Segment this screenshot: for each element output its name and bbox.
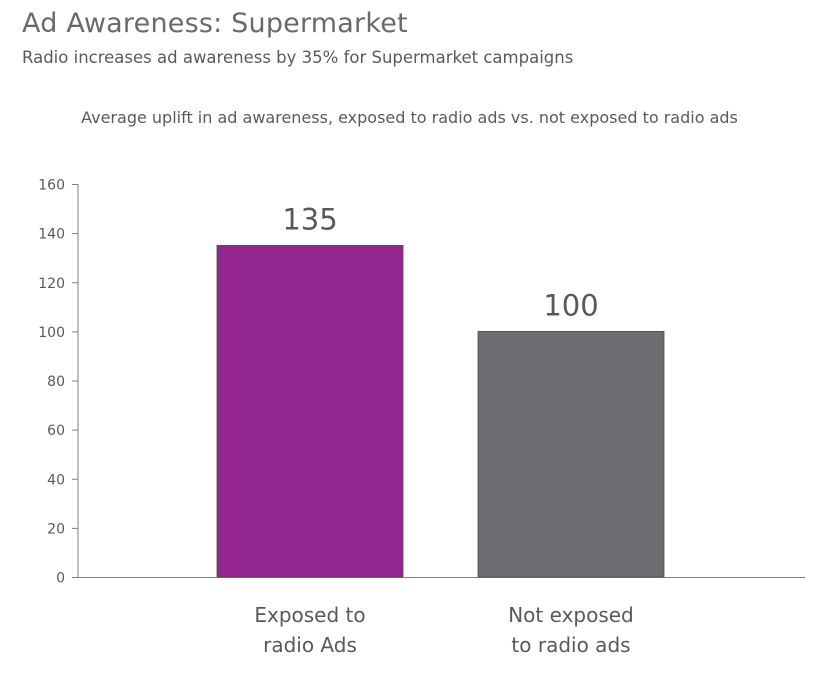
x-category-label-2: to radio ads xyxy=(511,633,630,657)
chart-title: Average uplift in ad awareness, exposed … xyxy=(81,108,738,127)
data-label-2: 100 xyxy=(543,288,598,322)
page-subtitle: Radio increases ad awareness by 35% for … xyxy=(22,48,574,67)
x-category-label-1: Exposed to xyxy=(254,603,365,627)
y-tick-label: 20 xyxy=(47,521,65,537)
y-tick-label: 140 xyxy=(38,227,65,243)
y-tick-label: 40 xyxy=(47,472,65,488)
bar-2 xyxy=(477,330,665,578)
y-tick-label: 100 xyxy=(38,325,65,341)
y-tick-label: 0 xyxy=(56,571,65,587)
x-category-label-2: Not exposed xyxy=(508,603,634,627)
x-category-label-1: radio Ads xyxy=(263,633,357,657)
y-tick-label: 160 xyxy=(38,178,65,194)
y-tick-label: 80 xyxy=(47,374,65,390)
page-title: Ad Awareness: Supermarket xyxy=(22,8,408,39)
bar-1 xyxy=(216,245,404,578)
data-label-1: 135 xyxy=(282,202,337,236)
y-tick-label: 60 xyxy=(47,423,65,439)
y-tick-label: 120 xyxy=(38,276,65,292)
